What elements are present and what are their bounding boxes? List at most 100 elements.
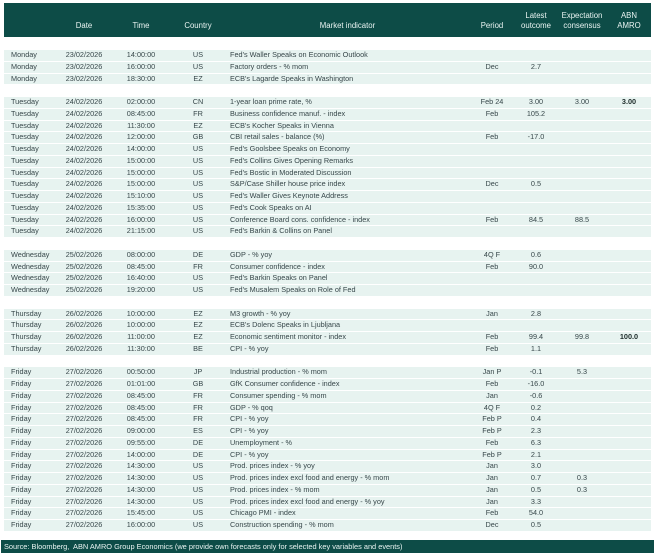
cell-date: 23/02/2026 [65, 73, 103, 83]
table-row: Friday 27/02/2026 09:55:00 DE Unemployment -… [4, 437, 651, 450]
cell-period [469, 50, 515, 61]
cell-period [469, 168, 515, 179]
cell-date: 24/02/2026 [65, 97, 103, 106]
cell-indicator: Fed's Cook Speaks on AI [230, 202, 312, 212]
cell-time: 14:30:00 [126, 484, 156, 494]
cell-period [469, 226, 515, 237]
cell-time: 16:40:00 [126, 273, 156, 283]
cell-latest: 1.1 [530, 343, 542, 353]
cell-abn [607, 62, 651, 73]
cell-latest [515, 226, 557, 237]
cell-day: Friday [11, 473, 32, 482]
cell-country: BE [193, 343, 203, 353]
cell-time: 10:00:00 [126, 320, 156, 330]
cell-country: US [192, 61, 204, 71]
cell-time: 21:15:00 [126, 226, 156, 236]
cell-country: EZ [193, 73, 203, 83]
cell-time: 08:45:00 [126, 390, 156, 400]
cell-day: Friday [11, 437, 32, 447]
cell-day: Wednesday [11, 261, 50, 271]
cell-indicator: Conference Board cons. confidence - inde… [230, 214, 370, 224]
cell-latest [515, 74, 557, 85]
cell-abn [607, 250, 651, 261]
day-separator [4, 85, 651, 97]
cell-period: Dec [485, 520, 499, 529]
cell-abn [607, 191, 651, 202]
cell-abn [607, 215, 651, 226]
cell-day: Tuesday [11, 132, 39, 142]
cell-latest [515, 285, 557, 296]
cell-consensus [557, 320, 607, 331]
cell-country: FR [193, 402, 203, 412]
cell-latest: 0.6 [530, 249, 542, 259]
cell-time: 15:00:00 [126, 179, 156, 189]
cell-indicator: CPI - % yoy [230, 426, 269, 435]
cell-indicator: Fed's Barkin & Collins on Panel [230, 226, 332, 236]
cell-period: Feb [485, 132, 499, 142]
cell-day: Thursday [11, 332, 42, 341]
table-row: Thursday 26/02/2026 11:00:00 EZ Economic sen… [4, 332, 651, 344]
table-row: Tuesday 24/02/2026 15:00:00 US Fed's Collins… [4, 155, 651, 168]
table-row: Wednesday 25/02/2026 08:45:00 FR Consumer co… [4, 261, 651, 274]
table-row: Wednesday 25/02/2026 19:20:00 US Fed's Musal… [4, 285, 651, 297]
column-header-time: Time [132, 21, 150, 31]
table-row: Friday 27/02/2026 14:30:00 US Prod. prices i… [4, 484, 651, 497]
cell-latest: 2.1 [530, 449, 542, 459]
cell-day: Friday [11, 496, 32, 506]
table-row: Friday 27/02/2026 01:01:00 GB GfK Consumer c… [4, 379, 651, 391]
cell-country: DE [192, 437, 204, 447]
cell-date: 25/02/2026 [65, 261, 103, 271]
cell-period: Feb [485, 108, 499, 118]
cell-indicator: CBI retail sales - balance (%) [230, 132, 325, 142]
cell-day: Tuesday [11, 191, 39, 200]
cell-latest [515, 273, 557, 284]
cell-indicator: Prod. prices index excl food and energy … [230, 473, 390, 482]
cell-time: 08:00:00 [126, 249, 156, 259]
cell-date: 25/02/2026 [65, 273, 103, 283]
cell-consensus [557, 438, 607, 449]
cell-indicator: Factory orders - % mom [230, 61, 309, 71]
cell-time: 08:45:00 [126, 402, 156, 412]
cell-latest: 0.2 [530, 402, 542, 412]
cell-country: EZ [193, 120, 203, 130]
cell-day: Friday [11, 426, 32, 435]
cell-indicator: 1-year loan prime rate, % [230, 97, 312, 106]
cell-indicator: CPI - % yoy [230, 343, 269, 353]
cell-abn [607, 461, 651, 472]
cell-country: FR [193, 390, 203, 400]
cell-date: 25/02/2026 [65, 249, 103, 259]
cell-abn [607, 426, 651, 437]
cell-country: US [192, 202, 204, 212]
cell-abn [607, 262, 651, 273]
cell-date: 27/02/2026 [65, 508, 103, 518]
cell-abn [607, 273, 651, 284]
cell-period: Feb [485, 379, 499, 388]
cell-abn [607, 473, 651, 484]
cell-latest: 54.0 [528, 508, 544, 518]
cell-date: 24/02/2026 [65, 120, 103, 130]
cell-latest: 0.5 [530, 520, 542, 529]
cell-abn [607, 226, 651, 237]
table-row: Friday 27/02/2026 15:45:00 US Chicago PMI - … [4, 508, 651, 520]
cell-indicator: Prod. prices index excl food and energy … [230, 496, 385, 506]
cell-period [469, 156, 515, 167]
cell-consensus [557, 144, 607, 155]
cell-consensus [557, 461, 607, 472]
table-row: Friday 27/02/2026 16:00:00 US Construction s… [4, 520, 651, 532]
cell-indicator: Consumer confidence - index [230, 261, 325, 271]
cell-latest: 3.00 [528, 97, 544, 106]
cell-date: 24/02/2026 [65, 226, 103, 236]
cell-consensus [557, 250, 607, 261]
cell-latest: 90.0 [528, 261, 544, 271]
cell-indicator: CPI - % yoy [230, 414, 269, 424]
cell-latest: 0.5 [530, 484, 542, 494]
cell-country: US [192, 144, 204, 153]
day-separator [4, 355, 651, 368]
table-row: Friday 27/02/2026 00:50:00 JP Industrial pro… [4, 367, 651, 379]
cell-day: Friday [11, 449, 32, 459]
cell-day: Monday [11, 50, 37, 59]
cell-latest [515, 191, 557, 202]
cell-indicator: Prod. prices index - % yoy [230, 461, 315, 471]
cell-country: US [192, 520, 204, 529]
cell-latest: 6.3 [530, 437, 542, 447]
